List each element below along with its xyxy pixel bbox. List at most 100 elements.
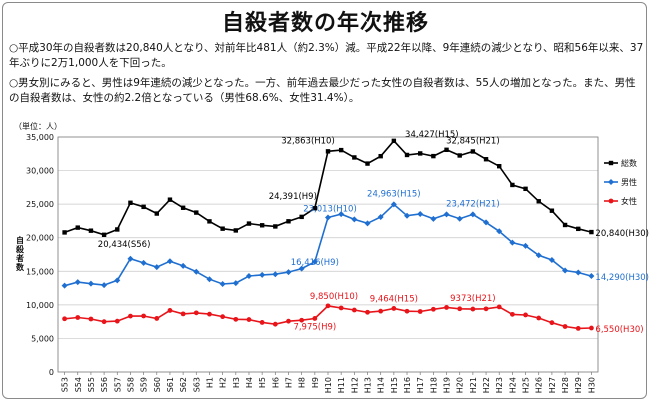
data-annotation: 20,840(H30)	[595, 229, 649, 239]
series-point	[549, 208, 555, 213]
series-point	[220, 314, 226, 320]
legend-label: 女性	[621, 196, 637, 206]
series-point	[548, 256, 555, 263]
series-point	[87, 280, 94, 287]
series-point	[443, 211, 450, 218]
series-point	[114, 277, 121, 284]
x-tick-label: H7	[284, 377, 293, 388]
series-point	[510, 182, 515, 188]
series-point	[180, 205, 186, 210]
legend-marker	[608, 179, 614, 185]
series-point	[285, 269, 292, 276]
series-point	[207, 311, 212, 317]
x-tick-label: H1	[205, 377, 214, 388]
series-point	[365, 309, 370, 315]
data-annotation: 20,434(S56)	[98, 240, 151, 250]
data-annotation: 24,391(H9)	[269, 192, 317, 202]
series-point	[246, 317, 252, 322]
series-point	[444, 305, 449, 310]
data-annotation: 32,863(H10)	[281, 136, 335, 146]
series-point	[430, 306, 436, 312]
x-tick-label: H6	[271, 377, 280, 388]
y-tick-label: 35,000	[26, 133, 54, 142]
series-point	[101, 282, 108, 289]
series-point	[391, 306, 397, 311]
y-tick-label: 20,000	[26, 234, 54, 243]
x-tick-label: H12	[350, 377, 359, 393]
x-tick-label: H19	[443, 377, 452, 393]
series-point	[62, 316, 67, 322]
x-tick-label: S62	[179, 377, 188, 392]
series-point	[166, 258, 173, 265]
series-point	[193, 310, 199, 316]
series-point	[588, 273, 595, 280]
series-point	[325, 214, 331, 221]
series-point	[114, 318, 120, 324]
series-point	[470, 306, 476, 312]
series-point	[417, 151, 423, 156]
series-group	[61, 138, 595, 331]
series-point	[483, 306, 489, 312]
data-annotation: 16,416(H9)	[291, 258, 339, 268]
series-point	[470, 149, 476, 154]
series-point	[141, 204, 146, 210]
x-tick-label: H2	[219, 377, 228, 388]
legend-marker	[608, 160, 614, 166]
x-tick-label: S59	[140, 377, 149, 392]
series-point	[246, 221, 252, 226]
legend-label: 総数	[621, 158, 637, 168]
x-tick-label: H29	[574, 377, 583, 393]
series-point	[167, 197, 173, 202]
plot-area	[57, 136, 599, 373]
series-point	[444, 147, 449, 153]
series-point	[167, 308, 173, 313]
series-point	[496, 304, 502, 310]
series-point	[311, 258, 318, 265]
series-point	[536, 199, 541, 204]
series-point	[364, 220, 371, 227]
series-point	[154, 316, 160, 321]
series-point	[483, 219, 490, 226]
series-point	[509, 311, 515, 317]
x-tick-label: H26	[535, 377, 544, 393]
x-tick-label: S54	[74, 377, 83, 392]
series-point	[457, 306, 463, 312]
series-point	[140, 259, 147, 266]
series-point	[206, 276, 213, 283]
x-tick-label: H16	[403, 377, 412, 393]
series-point	[575, 269, 582, 276]
series-point	[141, 313, 147, 319]
x-tick-label: S57	[113, 377, 122, 392]
x-tick-label: S56	[100, 377, 109, 392]
series-point	[536, 315, 542, 321]
x-tick-label: S58	[126, 377, 135, 392]
data-annotation: 23,472(H21)	[446, 199, 500, 209]
series-point	[128, 200, 133, 205]
x-tick-label: H11	[337, 377, 346, 393]
data-annotation: 14,290(H30)	[595, 273, 649, 283]
series-point	[101, 232, 107, 238]
series-point	[273, 224, 278, 229]
series-point	[180, 311, 186, 317]
data-annotation: 24,963(H15)	[367, 189, 421, 199]
x-tick-label: H9	[311, 377, 320, 388]
data-annotation: 7,975(H9)	[293, 322, 336, 332]
series-point	[325, 149, 331, 154]
series-point	[194, 210, 199, 215]
series-point	[497, 164, 502, 169]
data-annotation: 9373(H21)	[450, 294, 495, 304]
series-point	[207, 219, 212, 224]
series-line-0	[64, 139, 592, 236]
series-point	[74, 279, 81, 286]
series-point	[220, 226, 225, 231]
series-point	[259, 320, 265, 325]
series-point	[589, 229, 594, 235]
y-tick-label: 0	[49, 368, 54, 377]
y-tick-label: 5,000	[31, 334, 54, 343]
y-tick-label: 30,000	[26, 167, 54, 176]
x-tick-label: H27	[548, 377, 557, 393]
x-tick-label: H5	[258, 377, 267, 388]
series-point	[338, 147, 344, 153]
series-point	[233, 228, 239, 233]
